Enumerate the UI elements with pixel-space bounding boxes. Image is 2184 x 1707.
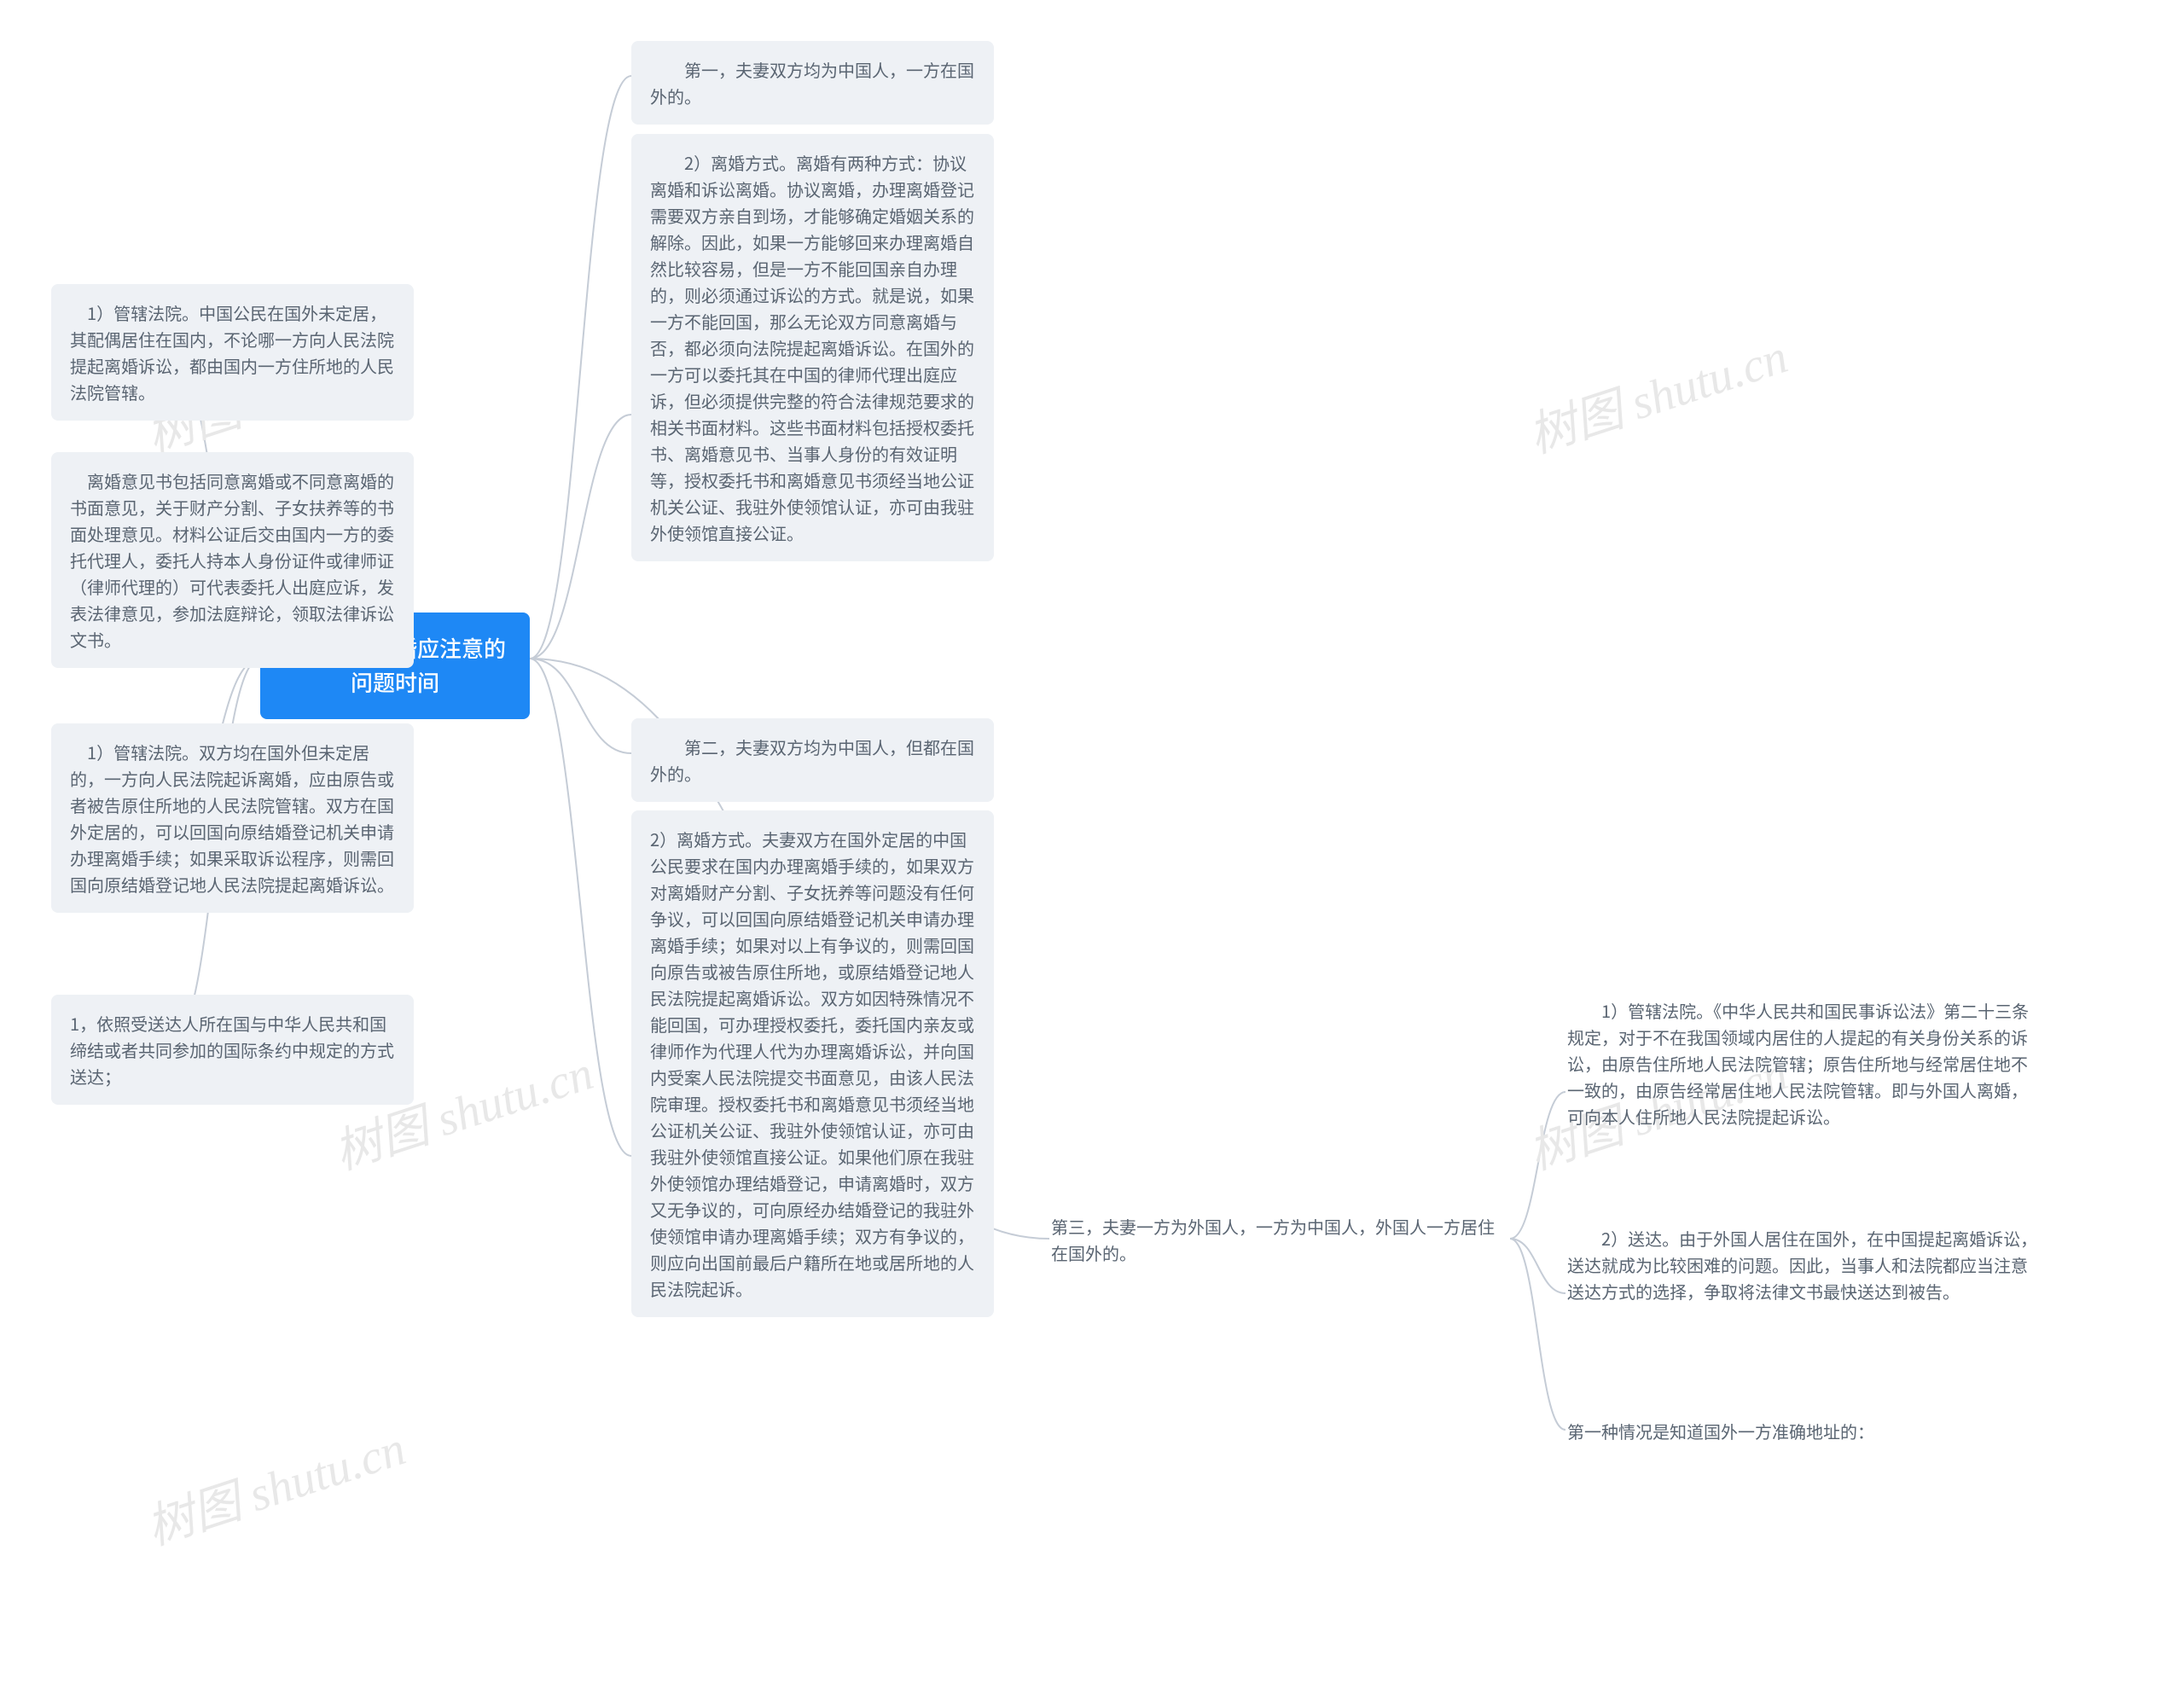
left-node-l1[interactable]: 1）管辖法院。中国公民在国外未定居，其配偶居住在国内，不论哪一方向人民法院提起离… [51, 284, 414, 421]
connector-line [530, 76, 631, 659]
right-sub-node-rr2[interactable]: 2）送达。由于外国人居住在国外，在中国提起离婚诉讼，送达就成为比较困难的问题。因… [1565, 1222, 2043, 1308]
right-node-r3[interactable]: 第二，夫妻双方均为中国人，但都在国外的。 [631, 718, 994, 802]
left-node-l4[interactable]: 1，依照受送达人所在国与中华人民共和国缔结或者共同参加的国际条约中规定的方式送达… [51, 995, 414, 1105]
right-sub-node-rr1[interactable]: 1）管辖法院。《中华人民共和国民事诉讼法》第二十三条规定，对于不在我国领域内居住… [1565, 994, 2043, 1133]
watermark-text: 树图 shutu.cn [1519, 318, 1795, 467]
left-node-l2[interactable]: 离婚意见书包括同意离婚或不同意离婚的书面意见，关于财产分割、子女扶养等的书面处理… [51, 452, 414, 668]
connector-line [530, 659, 631, 753]
connector-line [1510, 1239, 1565, 1430]
right-node-r2[interactable]: 2）离婚方式。离婚有两种方式：协议离婚和诉讼离婚。协议离婚，办理离婚登记需要双方… [631, 134, 994, 561]
connector-line [530, 415, 631, 659]
right-node-r1[interactable]: 第一，夫妻双方均为中国人，一方在国外的。 [631, 41, 994, 125]
connector-line [1510, 1239, 1565, 1293]
left-node-l3[interactable]: 1）管辖法院。双方均在国外但未定居的，一方向人民法院起诉离婚，应由原告或者被告原… [51, 723, 414, 913]
connector-line [1510, 1092, 1565, 1239]
right-node-r4[interactable]: 2）离婚方式。夫妻双方在国外定居的中国公民要求在国内办理离婚手续的，如果双方对离… [631, 810, 994, 1317]
right-node-r5[interactable]: 第三，夫妻一方为外国人，一方为中国人，外国人一方居住在国外的。 [1049, 1210, 1510, 1269]
right-sub-node-rr3[interactable]: 第一种情况是知道国外一方准确地址的： [1565, 1414, 2043, 1448]
connector-line [530, 659, 631, 1156]
watermark-text: 树图 shutu.cn [136, 1410, 413, 1559]
